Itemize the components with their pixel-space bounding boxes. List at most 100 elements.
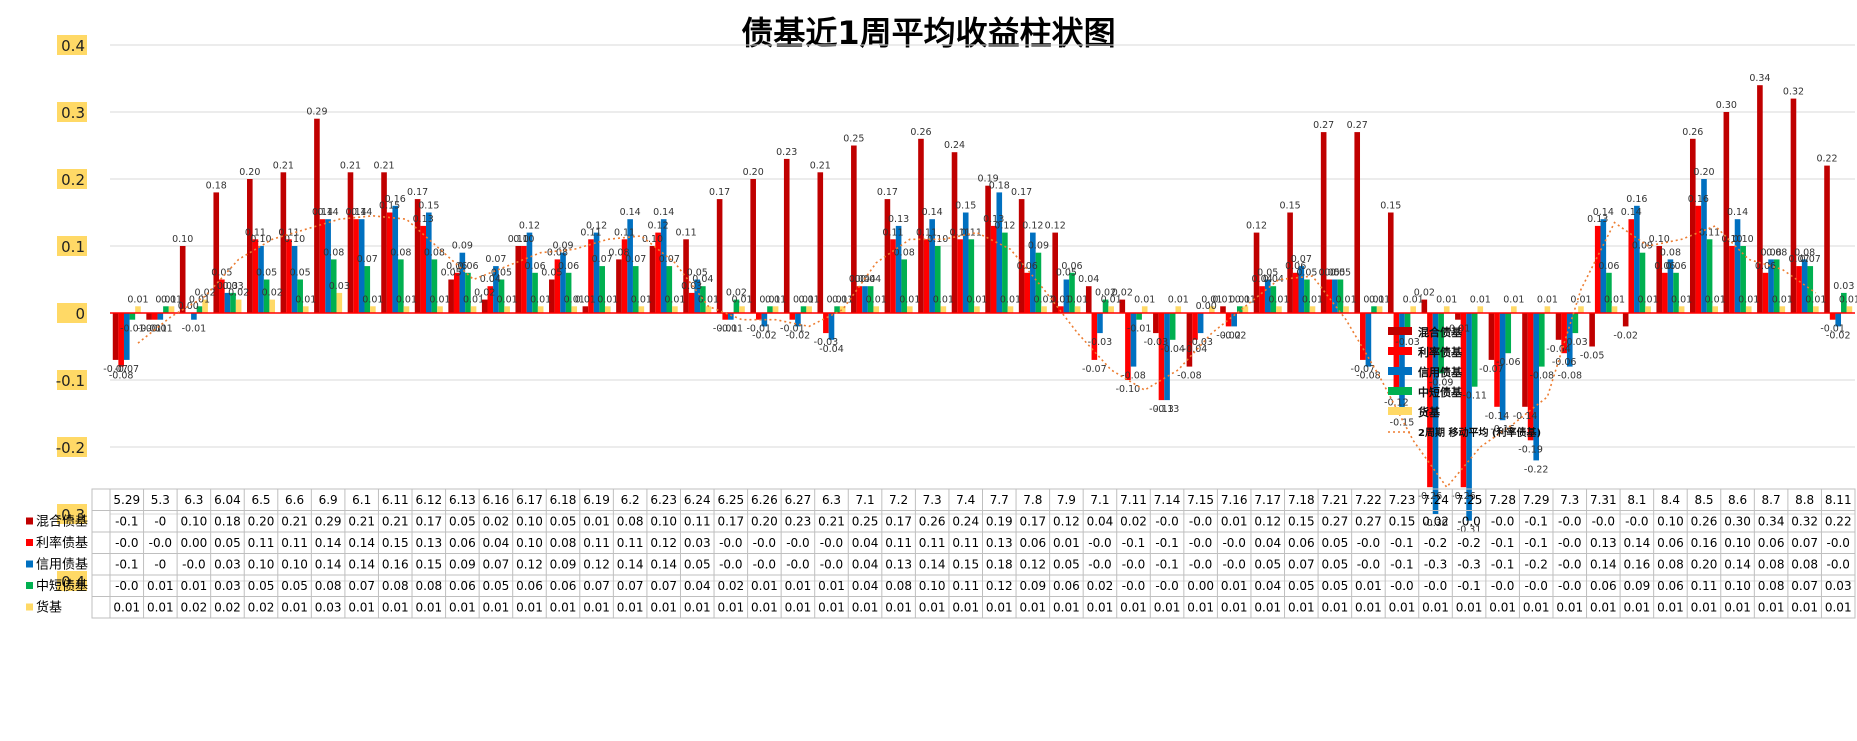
bar: [1130, 313, 1137, 367]
bar: [1141, 306, 1148, 313]
table-cell: 0.16: [1691, 536, 1718, 550]
table-cell: 0.01: [818, 579, 845, 593]
bar: [1555, 313, 1562, 340]
data-label: 0.05: [1056, 268, 1077, 279]
bar: [135, 306, 141, 313]
table-cell: 0.21: [818, 515, 845, 529]
data-label: 0.15: [1380, 201, 1401, 212]
data-label: -0.04: [1546, 344, 1571, 355]
table-header-cell: 8.4: [1661, 493, 1680, 507]
data-label: -0.07: [103, 364, 128, 375]
table-cell: 0.08: [1758, 558, 1785, 572]
bar: [957, 239, 963, 313]
table-cell: 0.02: [1087, 579, 1114, 593]
data-label: 0.01: [759, 294, 780, 305]
bar: [800, 306, 807, 313]
data-label: 0.05: [1330, 268, 1351, 279]
table-header-cell: 6.3: [822, 493, 841, 507]
data-label: 0.02: [474, 288, 495, 299]
bar: [733, 299, 740, 313]
ytick-label: 0.2: [61, 171, 85, 189]
bar: [1063, 279, 1070, 313]
data-label: 0.07: [485, 254, 506, 265]
data-label: 0.01: [1000, 294, 1021, 305]
data-label: 0.03: [217, 281, 238, 292]
data-label: 0.02: [228, 288, 249, 299]
data-label: 0.11: [675, 227, 696, 238]
legend-label: 信用债基: [1418, 365, 1463, 379]
table-cell: 0.01: [1321, 601, 1348, 615]
table-cell: 0.08: [885, 579, 912, 593]
bar: [425, 212, 432, 313]
data-label: 0.21: [273, 160, 294, 171]
bar: [705, 306, 712, 313]
table-header-cell: 6.3: [184, 493, 203, 507]
data-label: 0.06: [1285, 261, 1306, 272]
table-cell: 0.07: [1288, 558, 1315, 572]
table-header-cell: 6.9: [319, 493, 338, 507]
ytick-bg: [57, 169, 87, 189]
table-row-label: 混合债基: [36, 515, 88, 530]
table-cell: 0.03: [684, 536, 711, 550]
table-cell: 0.01: [1456, 601, 1483, 615]
bar: [1018, 199, 1025, 313]
data-label: 0.01: [899, 294, 920, 305]
bar: [1057, 306, 1064, 313]
data-label: 0.10: [642, 234, 663, 245]
data-label: 0.00: [1196, 301, 1217, 312]
table-cell: 0.01: [281, 601, 308, 615]
table-cell: 0.05: [1288, 579, 1315, 593]
bar: [1667, 259, 1674, 313]
table-cell: 0.01: [1221, 579, 1248, 593]
table-row-label: 中短债基: [36, 579, 88, 594]
bar: [783, 158, 790, 313]
table-cell: 0.01: [1422, 601, 1449, 615]
bar: [219, 279, 225, 313]
data-label: -0.01: [148, 324, 173, 335]
table-cell: 0.06: [449, 536, 476, 550]
bar: [213, 192, 220, 313]
data-label: 0.21: [810, 160, 831, 171]
data-label: -0.01: [182, 324, 207, 335]
bar: [291, 246, 298, 313]
table-cell: 0.01: [1724, 601, 1751, 615]
table-cell: 0.10: [281, 558, 308, 572]
bar: [1678, 306, 1685, 313]
bar: [247, 179, 253, 313]
table-cell: 0.26: [919, 515, 946, 529]
table-cell: -0.0: [1189, 515, 1212, 529]
data-label: 0.14: [653, 207, 674, 218]
bar: [1539, 313, 1545, 367]
bar: [1259, 286, 1265, 313]
bar: [1645, 306, 1651, 313]
data-label: -0.10: [1116, 384, 1141, 395]
bar: [1287, 212, 1293, 313]
table-cell: 0.01: [583, 515, 610, 529]
data-label: 0.21: [373, 160, 394, 171]
data-label: -0.13: [1149, 404, 1174, 415]
data-label: 0.03: [222, 281, 243, 292]
table-cell: 0.25: [852, 515, 879, 529]
bar: [398, 259, 404, 313]
table-cell: 0.10: [1724, 536, 1751, 550]
table-cell: 0.00: [1187, 579, 1214, 593]
data-label: 0.01: [1604, 294, 1625, 305]
data-label: 0.02: [1414, 288, 1435, 299]
bar: [1471, 313, 1478, 387]
bar: [1030, 232, 1036, 313]
table-cell: 0.06: [1019, 536, 1046, 550]
bar: [381, 172, 387, 313]
table-cell: 0.01: [1221, 515, 1248, 529]
data-label: 0.07: [592, 254, 613, 265]
table-cell: -0.0: [1457, 515, 1480, 529]
data-label: 0.00: [178, 301, 199, 312]
data-label: 0.05: [290, 268, 311, 279]
data-label: 0.11: [916, 227, 937, 238]
data-label: -0.11: [1462, 391, 1487, 402]
table-header-cell: 6.27: [785, 493, 812, 507]
bar: [459, 252, 466, 313]
table-cell: -0.2: [1424, 536, 1447, 550]
data-label: 0.01: [1268, 294, 1289, 305]
table-cell: 0.05: [483, 579, 510, 593]
bar: [1253, 232, 1260, 313]
